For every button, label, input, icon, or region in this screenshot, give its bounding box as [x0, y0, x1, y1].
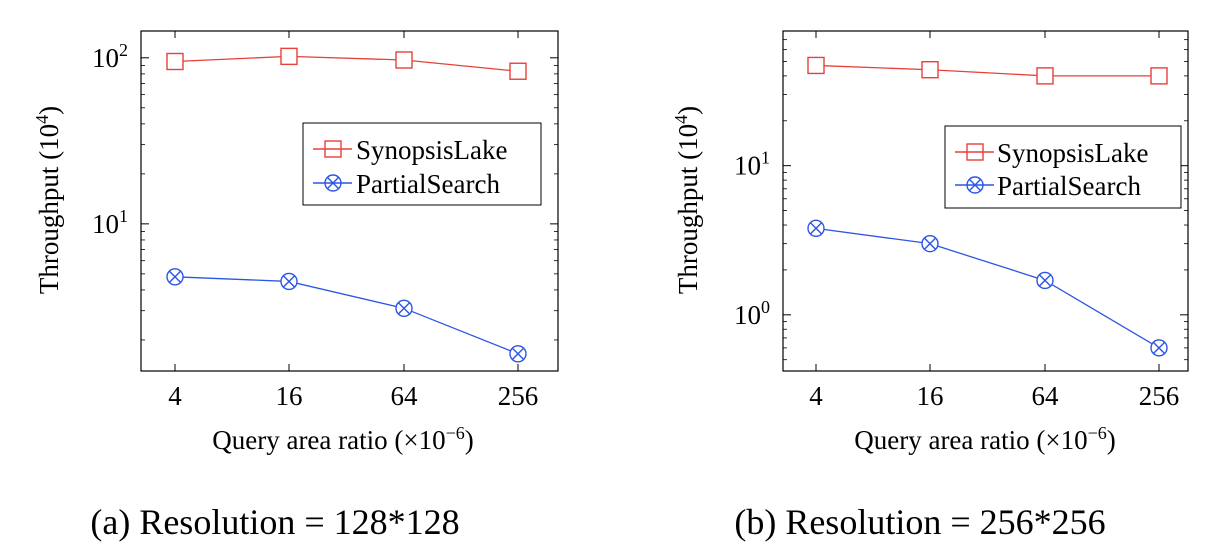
- y-tick-label: 100: [734, 297, 770, 330]
- caption-a: (a) Resolution = 128*128: [90, 502, 459, 542]
- series-line-partialsearch: [174, 276, 519, 355]
- data-point-circle-x: [395, 299, 413, 318]
- x-tick-label: 256: [1139, 381, 1180, 411]
- data-point-circle-x: [1150, 339, 1168, 357]
- x-axis-label: Query area ratio (×10−6): [854, 423, 1116, 455]
- minor-ticks: [783, 30, 1188, 361]
- data-point-circle-x: [509, 345, 527, 363]
- x-tick-label: 16: [917, 381, 944, 411]
- legend: SynopsisLake PartialSearch: [302, 122, 542, 206]
- x-tick-label: 4: [168, 381, 182, 411]
- y-axis-label: Throughput (104): [671, 106, 703, 294]
- data-point-square: [509, 62, 527, 80]
- legend-label-synopsislake: SynopsisLake: [997, 138, 1149, 168]
- x-tick-labels: 4 16 64 256: [809, 381, 1179, 411]
- minor-ticks: [141, 64, 558, 341]
- series-group: [166, 47, 527, 363]
- y-tick-label: 102: [92, 40, 128, 73]
- x-tick-label: 64: [391, 381, 419, 411]
- data-point-circle-x: [1036, 271, 1054, 290]
- legend-marker-circle-x: [966, 176, 984, 194]
- y-axis-label: Throughput (104): [32, 106, 64, 294]
- y-tick-labels: 101 102: [92, 40, 128, 239]
- plot-frame: [782, 30, 1189, 372]
- legend-marker-square: [966, 143, 984, 161]
- data-point-square: [1036, 67, 1054, 85]
- y-tick-labels: 100 101: [734, 148, 770, 330]
- y-tick-label: 101: [92, 206, 128, 239]
- legend-label-partialsearch: PartialSearch: [356, 169, 500, 199]
- series-group: [807, 56, 1168, 357]
- x-axis-label: Query area ratio (×10−6): [212, 423, 474, 455]
- legend-box: [302, 122, 542, 206]
- legend-label-synopsislake: SynopsisLake: [356, 135, 508, 165]
- legend-marker-circle-x: [324, 174, 342, 192]
- data-point-circle-x: [280, 272, 298, 291]
- data-point-square: [395, 51, 413, 69]
- legend-box: [944, 125, 1182, 209]
- series-line-synopsislake: [174, 55, 519, 72]
- data-point-square: [921, 61, 939, 79]
- legend: SynopsisLake PartialSearch: [944, 125, 1182, 209]
- x-tick-labels: 4 16 64 256: [168, 381, 538, 411]
- data-point-square: [807, 56, 825, 75]
- x-tick-label: 16: [276, 381, 303, 411]
- chart-b: 100 101 4 16 64 256 Query area ratio (×10−6)…: [671, 30, 1189, 542]
- data-point-square: [280, 47, 298, 66]
- data-point-circle-x: [807, 219, 825, 238]
- axis-ticks: [783, 31, 1188, 371]
- series-line-partialsearch: [815, 227, 1160, 349]
- plot-frame: [140, 30, 559, 372]
- legend-label-partialsearch: PartialSearch: [997, 171, 1141, 201]
- data-point-square: [1150, 67, 1168, 85]
- x-tick-label: 4: [809, 381, 823, 411]
- series-line-synopsislake: [815, 64, 1159, 77]
- y-tick-label: 101: [734, 148, 770, 181]
- data-point-square: [166, 52, 184, 71]
- chart-a: 101 102 4 16 64 256 Query area ratio (×10−6)…: [32, 30, 559, 542]
- caption-b: (b) Resolution = 256*256: [734, 502, 1105, 542]
- x-tick-label: 64: [1032, 381, 1060, 411]
- data-point-circle-x: [921, 234, 939, 253]
- data-point-circle-x: [166, 268, 184, 286]
- x-tick-label: 256: [498, 381, 539, 411]
- axis-ticks: [141, 31, 558, 371]
- legend-marker-square: [324, 140, 342, 158]
